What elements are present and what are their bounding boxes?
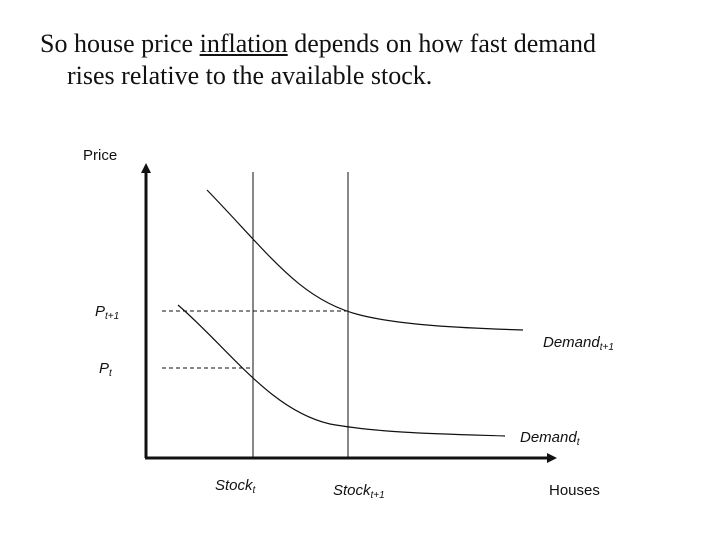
- title-underlined-word: inflation: [199, 29, 288, 58]
- title-text-2: depends on how fast demand: [287, 29, 597, 58]
- price-t1-label: Pt+1: [95, 303, 119, 322]
- title-text-1: So house price: [40, 29, 200, 58]
- y-axis-label: Price: [83, 147, 117, 164]
- slide-title: So house price inflation depends on how …: [40, 28, 700, 92]
- x-axis-label: Houses: [549, 482, 600, 499]
- demand-t-label: Demandt: [520, 429, 581, 448]
- stock-t-label: Stockt: [215, 477, 257, 496]
- title-line-2: rises relative to the available stock.: [67, 61, 433, 90]
- demand-t1-label: Demandt+1: [543, 334, 614, 353]
- demand-t1-curve: [206, 189, 524, 331]
- stock-t1-label: Stockt+1: [333, 482, 385, 501]
- price-t-label: Pt: [99, 360, 113, 379]
- demand-t-curve: [177, 304, 506, 437]
